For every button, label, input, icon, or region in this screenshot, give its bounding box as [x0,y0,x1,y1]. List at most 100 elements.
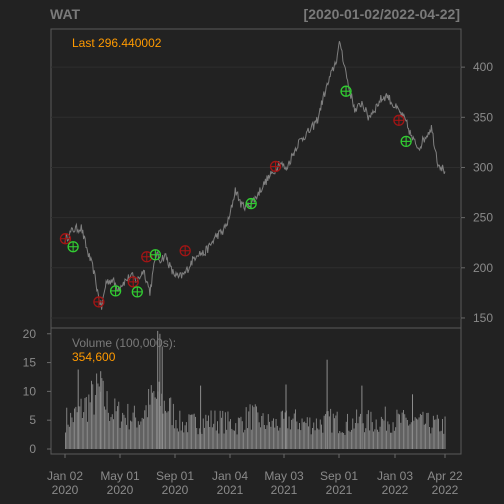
volume-bar [234,430,235,449]
volume-bar [404,414,406,449]
volume-bar [444,416,446,449]
volume-bar [254,404,256,449]
volume-bar [265,429,267,449]
volume-bar [175,420,177,449]
volume-bar [267,414,269,449]
volume-bar [130,420,131,449]
volume-bar [434,419,436,449]
volume-bar [273,418,274,449]
volume-tick-label: 5 [29,413,36,427]
volume-bar [183,432,185,449]
volume-bar [430,433,432,449]
volume-bar [413,420,415,449]
volume-bar [196,428,198,449]
volume-bar [263,425,265,449]
volume-bar [388,424,390,449]
volume-bar [369,430,371,449]
volume-bar [336,411,338,449]
price-series [64,41,446,310]
volume-bar [215,430,217,449]
volume-bar [198,428,200,449]
volume-bar [405,417,407,449]
volume-bar [271,420,273,449]
volume-bar [304,421,306,449]
volume-bar [94,395,96,449]
volume-bar [252,405,254,449]
volume-value: 354,600 [72,350,116,364]
date-tick-year: 2022 [382,483,409,497]
volume-bar [406,420,408,449]
volume-bar [384,406,386,449]
volume-bar [140,421,142,449]
volume-spike-bar [361,385,363,449]
volume-spike-bar [161,346,163,449]
volume-bar [143,418,144,449]
volume-bar [123,414,125,449]
volume-bar [148,389,150,449]
volume-bar [153,391,155,449]
volume-bar [106,391,108,449]
volume-bar [241,421,243,449]
volume-bar [410,422,412,449]
volume-bar [228,421,230,449]
volume-bar [136,427,138,449]
volume-bar [161,393,163,449]
price-tick-label: 350 [473,110,493,124]
date-tick-label: Sep 01 [156,469,194,483]
volume-spike-bar [285,384,287,449]
volume-bar [120,421,122,449]
last-price-label: Last 296.440002 [72,36,162,50]
volume-bar [163,400,165,449]
volume-bar [193,413,195,449]
volume-bar [141,417,143,449]
signal-markers [59,85,412,308]
volume-bar [184,425,186,449]
volume-bar [310,434,312,449]
volume-bar [352,418,354,449]
volume-bar [132,412,134,449]
price-panel-frame [50,28,462,329]
volume-bar [227,411,229,449]
volume-bar [443,433,445,449]
volume-spike-bar [157,330,159,449]
volume-bar [387,421,389,449]
volume-bar [439,431,441,449]
volume-bar [364,432,365,449]
volume-bar [400,422,402,449]
volume-bar [262,413,264,449]
volume-bar [300,430,302,449]
volume-bar [299,423,300,449]
volume-bar [83,412,85,449]
price-grid [51,66,461,319]
volume-bar [258,422,260,449]
volume-bar [403,410,404,449]
volume-bar [390,432,391,449]
volume-bar [248,411,250,449]
volume-bar [107,412,109,449]
volume-bar [392,422,394,449]
volume-bar [75,406,77,449]
volume-bar [421,415,423,449]
volume-bar [188,414,190,449]
volume-bar [109,421,111,449]
volume-bar [71,417,73,449]
volume-bar [313,422,315,449]
volume-bar [349,431,351,449]
volume-bar [360,413,361,449]
volume-bar [395,427,397,449]
volume-bar [373,431,374,449]
date-tick-label: Jan 04 [212,469,248,483]
volume-bar [102,380,104,449]
volume-bar [347,413,348,449]
date-tick-year: 2021 [271,483,298,497]
volume-bar [356,409,358,449]
volume-bar [240,416,242,449]
volume-bar [119,427,121,449]
volume-bar [205,414,207,449]
volume-bar [283,418,285,449]
volume-spike-bar [412,394,413,449]
volume-bar [156,398,157,449]
volume-bar [162,413,164,449]
volume-bar [74,408,75,449]
volume-bar [354,423,356,449]
